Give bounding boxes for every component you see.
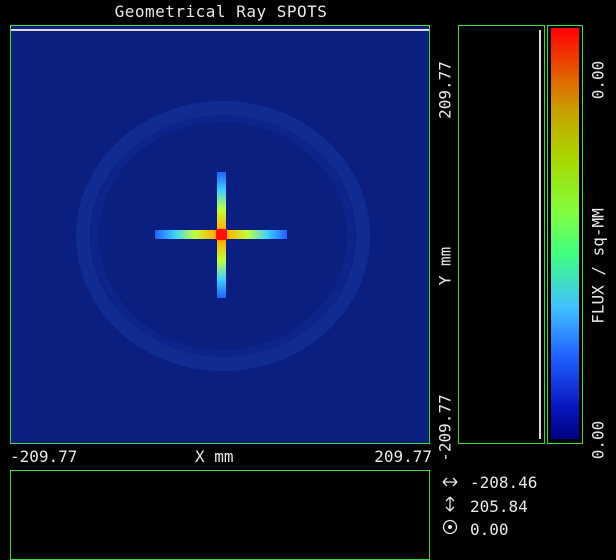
circle-dot-icon <box>440 519 460 540</box>
x-readout-value: -208.46 <box>470 473 538 492</box>
y-readout-value: 205.84 <box>470 497 528 516</box>
x-axis-max-label: 209.77 <box>374 447 432 466</box>
spot-plot-canvas <box>11 26 429 443</box>
plot-title: Geometrical Ray SPOTS <box>114 2 328 21</box>
y-axis-title: Y mm <box>435 246 455 286</box>
spot-plot[interactable] <box>10 25 430 444</box>
color-bar-title: FLUX / sq-MM <box>588 208 608 324</box>
x-axis-min-label: -209.77 <box>10 447 78 466</box>
z-readout-value: 0.00 <box>470 520 509 539</box>
y-axis: 209.77 Y mm -209.77 <box>431 25 459 462</box>
spot-center <box>216 229 227 240</box>
x-readout: -208.46 <box>440 473 537 493</box>
color-bar-max-label: 0.00 <box>588 60 608 100</box>
y-axis-max-label: 209.77 <box>435 61 455 119</box>
x-axis: -209.77 X mm 209.77 <box>10 446 432 468</box>
z-readout: 0.00 <box>440 519 509 540</box>
bottom-panel <box>10 470 430 560</box>
color-bar-axis: 0.00 FLUX / sq-MM 0.00 <box>584 25 614 460</box>
y-axis-min-label: -209.77 <box>435 394 455 462</box>
horizontal-arrows-icon <box>440 473 460 493</box>
color-bar-min-label: 0.00 <box>588 420 608 460</box>
color-bar-gradient <box>551 28 579 439</box>
color-bar <box>547 25 583 444</box>
profile-line <box>539 30 541 439</box>
profile-panel <box>458 25 545 444</box>
x-axis-title: X mm <box>195 447 234 466</box>
vertical-arrows-icon <box>440 496 460 517</box>
y-readout: 205.84 <box>440 496 528 517</box>
